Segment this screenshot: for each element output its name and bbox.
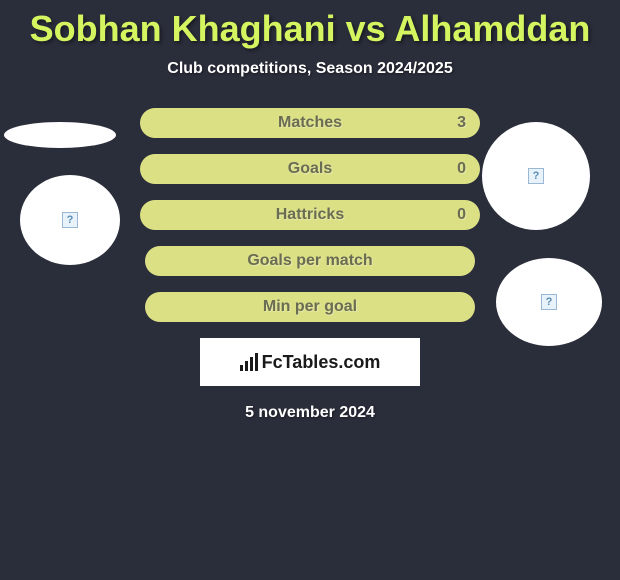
footer-date: 5 november 2024 xyxy=(0,404,620,422)
stat-label: Hattricks xyxy=(276,206,344,224)
stat-row-goals-per-match: Goals per match xyxy=(145,246,475,276)
brand-text: FcTables.com xyxy=(262,352,381,373)
footer-brand-box[interactable]: FcTables.com xyxy=(200,338,420,386)
stat-row-hattricks: Hattricks 0 xyxy=(140,200,480,230)
stat-label: Goals xyxy=(288,160,332,178)
stat-label: Goals per match xyxy=(247,252,372,270)
stat-rows: Matches 3 Goals 0 Hattricks 0 Goals per … xyxy=(140,108,480,322)
stat-row-min-per-goal: Min per goal xyxy=(145,292,475,322)
bars-icon xyxy=(240,353,258,371)
stat-value-right: 0 xyxy=(457,206,466,224)
fctables-logo: FcTables.com xyxy=(240,352,381,373)
stat-row-matches: Matches 3 xyxy=(140,108,480,138)
page-subtitle: Club competitions, Season 2024/2025 xyxy=(0,60,620,78)
stats-container: Matches 3 Goals 0 Hattricks 0 Goals per … xyxy=(0,108,620,422)
stat-label: Min per goal xyxy=(263,298,357,316)
stat-row-goals: Goals 0 xyxy=(140,154,480,184)
page-title: Sobhan Khaghani vs Alhamddan xyxy=(0,0,620,50)
stat-label: Matches xyxy=(278,114,342,132)
stat-value-right: 0 xyxy=(457,160,466,178)
stat-value-right: 3 xyxy=(457,114,466,132)
